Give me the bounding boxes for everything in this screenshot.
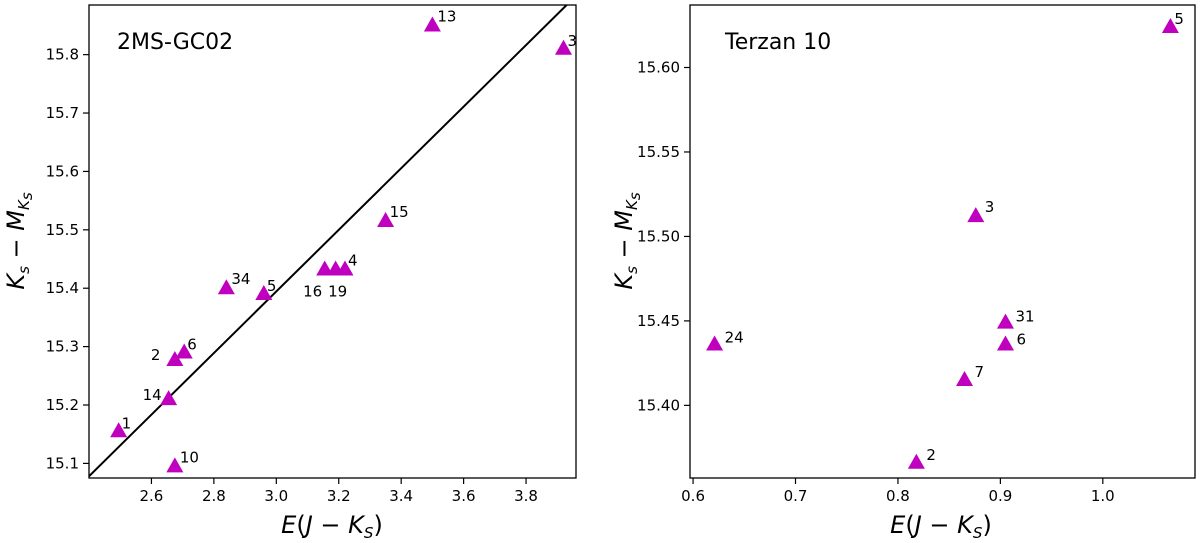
data-point-label-5: 5	[1174, 10, 1184, 28]
data-point-marker-2	[907, 453, 925, 469]
y-tick-label: 15.50	[637, 227, 680, 245]
x-tick-label: 0.6	[681, 487, 705, 505]
x-tick-label: 3.6	[452, 487, 476, 505]
y-tick-label: 15.40	[637, 396, 680, 414]
data-point-label-2: 2	[926, 446, 936, 464]
y-tick-label: 15.8	[46, 46, 79, 64]
data-point-marker-16	[316, 260, 334, 276]
plot-frame	[689, 4, 1196, 479]
data-point-marker-19	[327, 260, 345, 276]
data-point-label-3: 3	[985, 198, 995, 216]
data-point-label-24: 24	[725, 329, 744, 347]
data-point-marker-34	[217, 279, 235, 295]
x-tick-label: 0.7	[784, 487, 808, 505]
panel-2ms-gc02: 2.6 2.8 3.0 3.2 3.4 3.6 3.8 15.115.215.315.415…	[2, 4, 578, 542]
data-point-label-4: 4	[348, 252, 358, 270]
x-tick-label: 3.0	[264, 487, 288, 505]
data-point-marker-13	[423, 16, 441, 32]
data-point-marker-2	[166, 351, 184, 367]
y-tick-label: 15.7	[46, 104, 79, 122]
x-tick-label: 3.8	[514, 487, 538, 505]
y-tick-label: 15.6	[46, 162, 79, 180]
data-point-marker-7	[956, 371, 974, 387]
data-point-label-13: 13	[437, 7, 456, 25]
data-point-label-5: 5	[267, 277, 277, 295]
data-point-label-19: 19	[328, 283, 347, 301]
data-point-marker-3	[967, 207, 985, 223]
y-tick-label: 15.2	[46, 396, 79, 414]
x-axis-label: E(J − KS)	[281, 511, 383, 542]
data-point-label-34: 34	[231, 270, 250, 288]
x-tick-label: 2.8	[202, 487, 226, 505]
y-tick-label: 15.55	[637, 143, 680, 161]
y-tick-label: 15.4	[46, 279, 79, 297]
x-tick-label: 0.8	[886, 487, 910, 505]
y-tick-label: 15.3	[46, 338, 79, 356]
panel-title: 2MS-GC02	[117, 30, 233, 55]
y-tick-label: 15.45	[637, 312, 680, 330]
data-point-label-16: 16	[303, 283, 322, 301]
x-tick-label: 3.2	[327, 487, 351, 505]
panel-terzan-10: 0.6 0.7 0.8 0.9 1.0 15.40 15.45 15.50 15.55 15.6…	[610, 4, 1196, 542]
data-point-label-3: 3	[568, 32, 578, 50]
x-tick-label: 3.4	[389, 487, 413, 505]
data-point-label-1: 1	[122, 414, 132, 432]
y-tick-label: 15.60	[637, 59, 680, 77]
y-tick-label: 15.5	[46, 221, 79, 239]
fit-line	[89, 5, 568, 477]
data-point-marker-15	[377, 212, 395, 228]
data-point-label-15: 15	[390, 203, 409, 221]
data-point-marker-10	[166, 457, 184, 473]
x-tick-label: 1.0	[1091, 487, 1115, 505]
data-point-label-2: 2	[151, 346, 161, 364]
data-point-marker-31	[996, 313, 1014, 329]
y-axis-label: Ks − MKs	[610, 192, 644, 290]
data-point-marker-6	[175, 343, 193, 359]
x-axis-label: E(J − KS)	[890, 511, 992, 542]
data-point-marker-3	[555, 39, 573, 55]
data-point-marker-24	[706, 335, 724, 351]
data-point-label-10: 10	[180, 448, 199, 466]
data-point-label-31: 31	[1015, 308, 1034, 326]
y-tick-label: 15.1	[46, 454, 79, 472]
data-point-marker-6	[996, 335, 1014, 351]
data-point-marker-14	[160, 390, 178, 406]
data-point-label-14: 14	[143, 386, 162, 404]
x-tick-label: 0.9	[988, 487, 1012, 505]
data-point-marker-1	[110, 422, 128, 438]
y-axis-label: Ks − MKs	[2, 192, 36, 290]
plot-frame	[88, 4, 577, 479]
data-point-marker-5	[255, 285, 273, 301]
data-point-marker-5	[1161, 17, 1179, 33]
data-point-label-6: 6	[1016, 331, 1026, 349]
x-tick-label: 2.6	[140, 487, 164, 505]
data-point-label-6: 6	[187, 335, 197, 353]
data-point-label-7: 7	[975, 363, 985, 381]
panel-title: Terzan 10	[724, 30, 831, 55]
